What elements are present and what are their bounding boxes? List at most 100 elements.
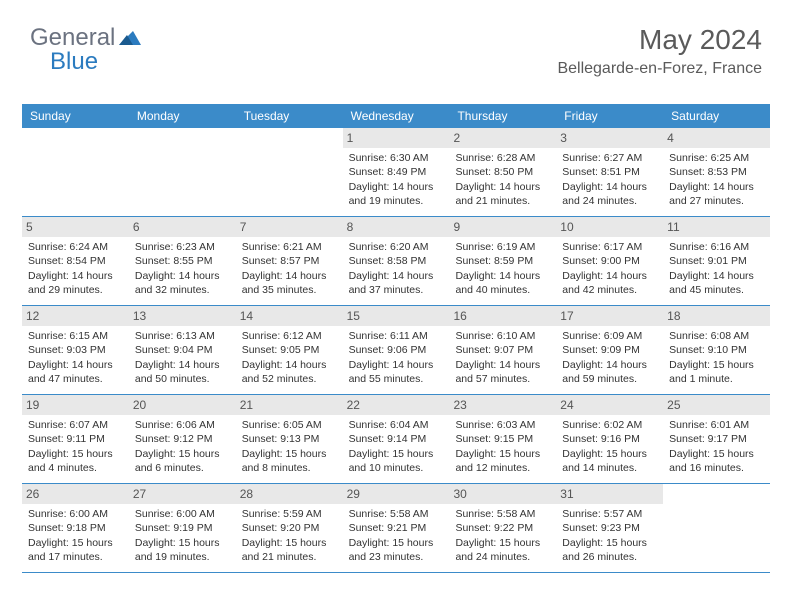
weekday-header: Sunday bbox=[22, 104, 129, 128]
calendar-day-cell: 9Sunrise: 6:19 AMSunset: 8:59 PMDaylight… bbox=[449, 217, 556, 305]
location: Bellegarde-en-Forez, France bbox=[557, 60, 762, 78]
calendar: SundayMondayTuesdayWednesdayThursdayFrid… bbox=[22, 104, 770, 573]
day-info-line: Sunrise: 6:16 AM bbox=[669, 240, 764, 254]
day-number: 21 bbox=[236, 395, 343, 415]
day-number: 16 bbox=[449, 306, 556, 326]
day-number: 18 bbox=[663, 306, 770, 326]
day-info-line: Sunrise: 6:23 AM bbox=[135, 240, 230, 254]
day-info-line: Daylight: 14 hours bbox=[28, 358, 123, 372]
calendar-day-cell: 31Sunrise: 5:57 AMSunset: 9:23 PMDayligh… bbox=[556, 484, 663, 572]
day-info-line: Daylight: 14 hours bbox=[455, 180, 550, 194]
day-info-line: Sunset: 9:10 PM bbox=[669, 343, 764, 357]
calendar-day-cell: 12Sunrise: 6:15 AMSunset: 9:03 PMDayligh… bbox=[22, 306, 129, 394]
calendar-day-cell: 6Sunrise: 6:23 AMSunset: 8:55 PMDaylight… bbox=[129, 217, 236, 305]
day-info-line: Sunset: 9:22 PM bbox=[455, 521, 550, 535]
day-number: 15 bbox=[343, 306, 450, 326]
calendar-body: 1Sunrise: 6:30 AMSunset: 8:49 PMDaylight… bbox=[22, 128, 770, 573]
day-number: 12 bbox=[22, 306, 129, 326]
calendar-day-cell: 16Sunrise: 6:10 AMSunset: 9:07 PMDayligh… bbox=[449, 306, 556, 394]
day-info-line: Sunrise: 6:11 AM bbox=[349, 329, 444, 343]
day-info-line: Daylight: 14 hours bbox=[562, 358, 657, 372]
day-info-line: Sunrise: 6:20 AM bbox=[349, 240, 444, 254]
calendar-day-cell: 28Sunrise: 5:59 AMSunset: 9:20 PMDayligh… bbox=[236, 484, 343, 572]
day-info-line: Daylight: 15 hours bbox=[669, 447, 764, 461]
calendar-day-cell: 18Sunrise: 6:08 AMSunset: 9:10 PMDayligh… bbox=[663, 306, 770, 394]
day-info-line: Sunset: 9:00 PM bbox=[562, 254, 657, 268]
calendar-day-cell: 7Sunrise: 6:21 AMSunset: 8:57 PMDaylight… bbox=[236, 217, 343, 305]
day-info-line: Sunrise: 6:00 AM bbox=[28, 507, 123, 521]
day-info-line: Sunrise: 6:08 AM bbox=[669, 329, 764, 343]
calendar-day-cell: 22Sunrise: 6:04 AMSunset: 9:14 PMDayligh… bbox=[343, 395, 450, 483]
day-number: 9 bbox=[449, 217, 556, 237]
day-info-line: Sunrise: 6:02 AM bbox=[562, 418, 657, 432]
calendar-day-cell bbox=[129, 128, 236, 216]
day-info-line: Sunset: 9:18 PM bbox=[28, 521, 123, 535]
weekday-header: Monday bbox=[129, 104, 236, 128]
day-info-line: Daylight: 15 hours bbox=[135, 536, 230, 550]
weekday-header: Friday bbox=[556, 104, 663, 128]
day-info-line: Daylight: 14 hours bbox=[349, 180, 444, 194]
day-info-line: Sunrise: 6:21 AM bbox=[242, 240, 337, 254]
day-number: 10 bbox=[556, 217, 663, 237]
calendar-day-cell: 29Sunrise: 5:58 AMSunset: 9:21 PMDayligh… bbox=[343, 484, 450, 572]
day-info-line: Sunrise: 6:25 AM bbox=[669, 151, 764, 165]
calendar-day-cell: 25Sunrise: 6:01 AMSunset: 9:17 PMDayligh… bbox=[663, 395, 770, 483]
day-info-line: Daylight: 15 hours bbox=[28, 447, 123, 461]
weekday-header: Tuesday bbox=[236, 104, 343, 128]
logo-icon bbox=[119, 24, 141, 52]
day-info-line: Daylight: 15 hours bbox=[349, 447, 444, 461]
calendar-week-row: 5Sunrise: 6:24 AMSunset: 8:54 PMDaylight… bbox=[22, 217, 770, 306]
day-info-line: and 24 minutes. bbox=[562, 194, 657, 208]
day-info-line: and 21 minutes. bbox=[242, 550, 337, 564]
day-info-line: and 4 minutes. bbox=[28, 461, 123, 475]
day-info-line: Sunset: 9:01 PM bbox=[669, 254, 764, 268]
day-number: 19 bbox=[22, 395, 129, 415]
day-info-line: and 23 minutes. bbox=[349, 550, 444, 564]
day-info-line: Sunset: 9:15 PM bbox=[455, 432, 550, 446]
day-info-line: Sunset: 8:51 PM bbox=[562, 165, 657, 179]
day-number: 5 bbox=[22, 217, 129, 237]
day-info-line: and 1 minute. bbox=[669, 372, 764, 386]
day-info-line: Daylight: 14 hours bbox=[455, 269, 550, 283]
day-info-line: Sunset: 9:20 PM bbox=[242, 521, 337, 535]
day-info-line: Sunset: 9:12 PM bbox=[135, 432, 230, 446]
day-info-line: Sunrise: 6:00 AM bbox=[135, 507, 230, 521]
day-info-line: and 35 minutes. bbox=[242, 283, 337, 297]
day-info-line: Daylight: 14 hours bbox=[135, 269, 230, 283]
day-info-line: and 45 minutes. bbox=[669, 283, 764, 297]
day-info-line: Daylight: 15 hours bbox=[455, 447, 550, 461]
calendar-day-cell bbox=[22, 128, 129, 216]
calendar-day-cell bbox=[236, 128, 343, 216]
weekday-header: Thursday bbox=[449, 104, 556, 128]
calendar-day-cell: 3Sunrise: 6:27 AMSunset: 8:51 PMDaylight… bbox=[556, 128, 663, 216]
calendar-day-cell bbox=[663, 484, 770, 572]
calendar-day-cell: 27Sunrise: 6:00 AMSunset: 9:19 PMDayligh… bbox=[129, 484, 236, 572]
day-info-line: Sunset: 8:50 PM bbox=[455, 165, 550, 179]
day-info-line: Daylight: 14 hours bbox=[28, 269, 123, 283]
day-info-line: Sunrise: 5:59 AM bbox=[242, 507, 337, 521]
day-info-line: Sunrise: 5:58 AM bbox=[349, 507, 444, 521]
calendar-day-cell: 23Sunrise: 6:03 AMSunset: 9:15 PMDayligh… bbox=[449, 395, 556, 483]
calendar-week-row: 26Sunrise: 6:00 AMSunset: 9:18 PMDayligh… bbox=[22, 484, 770, 573]
day-info-line: and 42 minutes. bbox=[562, 283, 657, 297]
day-info-line: Sunrise: 5:57 AM bbox=[562, 507, 657, 521]
day-number: 6 bbox=[129, 217, 236, 237]
day-info-line: Daylight: 14 hours bbox=[669, 180, 764, 194]
day-info-line: and 10 minutes. bbox=[349, 461, 444, 475]
day-info-line: Sunrise: 6:13 AM bbox=[135, 329, 230, 343]
day-info-line: Sunset: 8:59 PM bbox=[455, 254, 550, 268]
day-info-line: Daylight: 15 hours bbox=[349, 536, 444, 550]
weekday-header: Saturday bbox=[663, 104, 770, 128]
month-title: May 2024 bbox=[557, 24, 762, 56]
day-info-line: and 37 minutes. bbox=[349, 283, 444, 297]
day-info-line: Sunset: 8:49 PM bbox=[349, 165, 444, 179]
day-number: 17 bbox=[556, 306, 663, 326]
day-info-line: and 55 minutes. bbox=[349, 372, 444, 386]
day-number: 3 bbox=[556, 128, 663, 148]
calendar-week-row: 12Sunrise: 6:15 AMSunset: 9:03 PMDayligh… bbox=[22, 306, 770, 395]
day-number: 29 bbox=[343, 484, 450, 504]
day-info-line: Sunset: 9:09 PM bbox=[562, 343, 657, 357]
day-info-line: Daylight: 15 hours bbox=[28, 536, 123, 550]
day-number: 26 bbox=[22, 484, 129, 504]
day-info-line: Daylight: 15 hours bbox=[242, 536, 337, 550]
